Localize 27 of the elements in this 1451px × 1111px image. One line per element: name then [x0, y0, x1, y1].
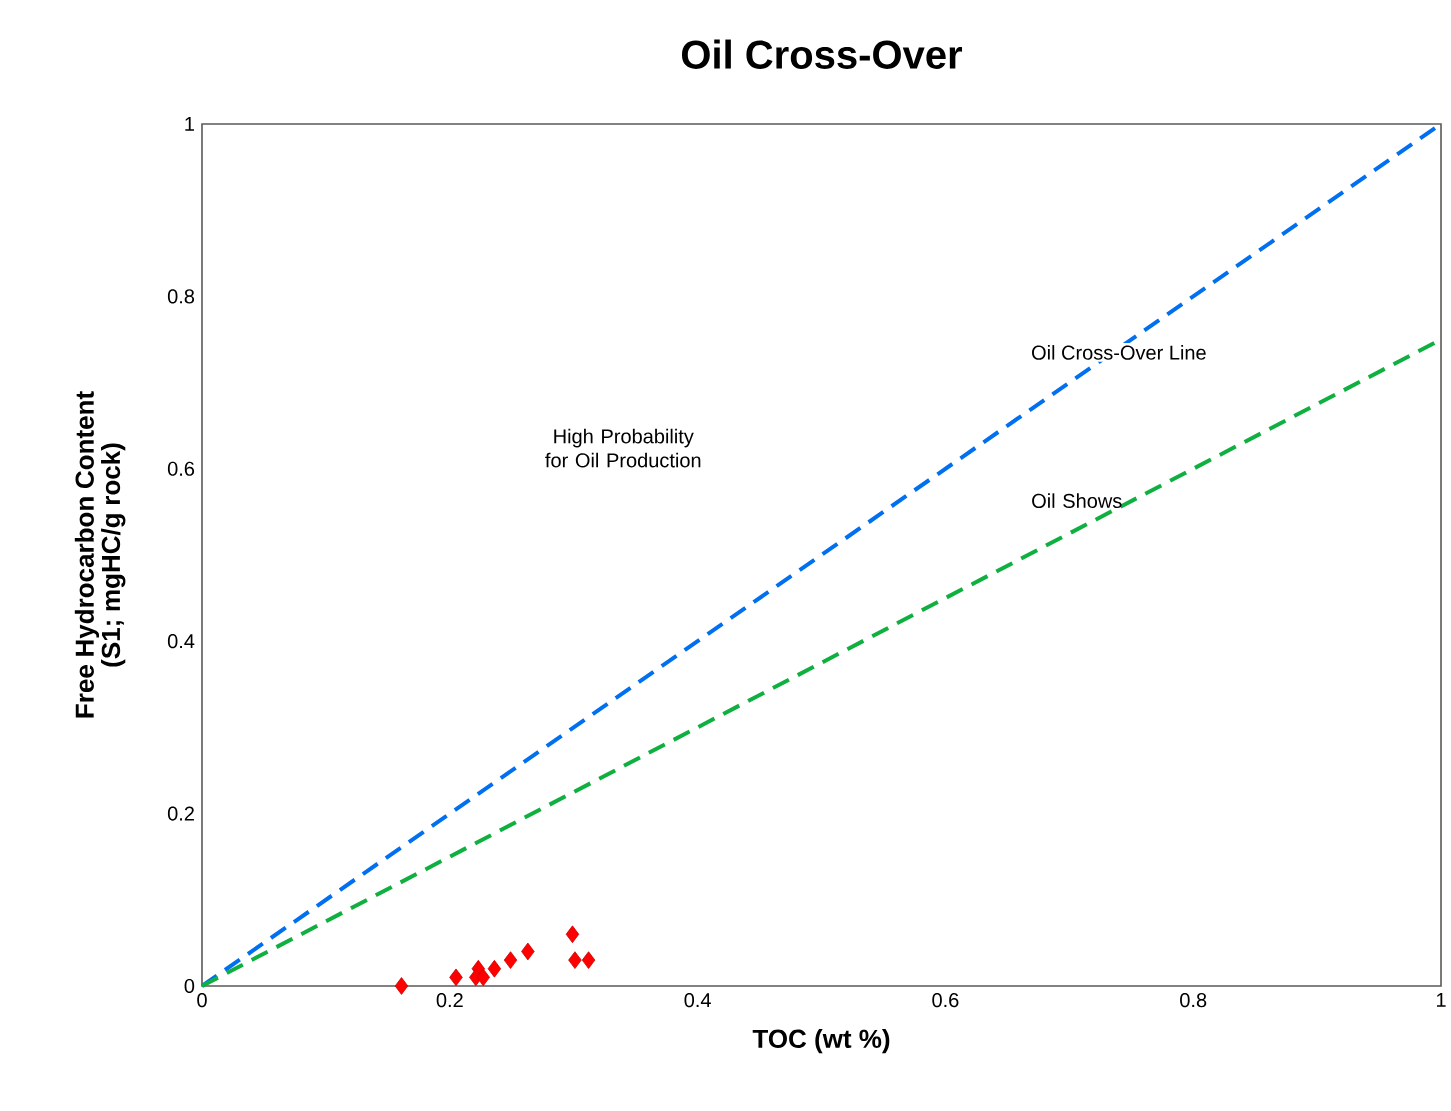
- point: [565, 925, 580, 944]
- annotation: High Probability for Oil Production: [545, 428, 701, 468]
- point: [503, 951, 518, 969]
- y-tick-label: 0: [184, 978, 195, 994]
- point: [568, 951, 582, 969]
- x-tick-label: 0.8: [1180, 993, 1207, 1008]
- y-tick-label: 1: [185, 117, 194, 131]
- x-axis-title: TOC (wt %): [752, 1028, 890, 1054]
- annotation: Oil Cross-Over Line: [1032, 345, 1206, 360]
- point: [581, 951, 596, 969]
- y-tick-label: 0.6: [167, 461, 195, 476]
- x-tick-label: 0: [197, 993, 207, 1008]
- x-tick-label: 1: [1436, 993, 1446, 1007]
- y-axis-title: Free Hydrocarbon Content (S1; mgHC/g rock): [74, 391, 126, 718]
- x-tick-label: 0.2: [436, 993, 463, 1008]
- point: [394, 977, 409, 995]
- chart-title: Oil Cross-Over: [681, 39, 963, 69]
- y-tick-label: 0.8: [167, 289, 195, 304]
- point: [487, 959, 502, 978]
- annotation: Oil Shows: [1032, 493, 1122, 509]
- point: [521, 942, 535, 961]
- y-tick-label: 0.4: [167, 634, 195, 649]
- y-tick-label: 0.2: [167, 806, 194, 821]
- point: [449, 968, 463, 987]
- point: [476, 968, 490, 987]
- x-tick-label: 0.4: [684, 993, 711, 1008]
- x-tick-label: 0.6: [932, 993, 959, 1008]
